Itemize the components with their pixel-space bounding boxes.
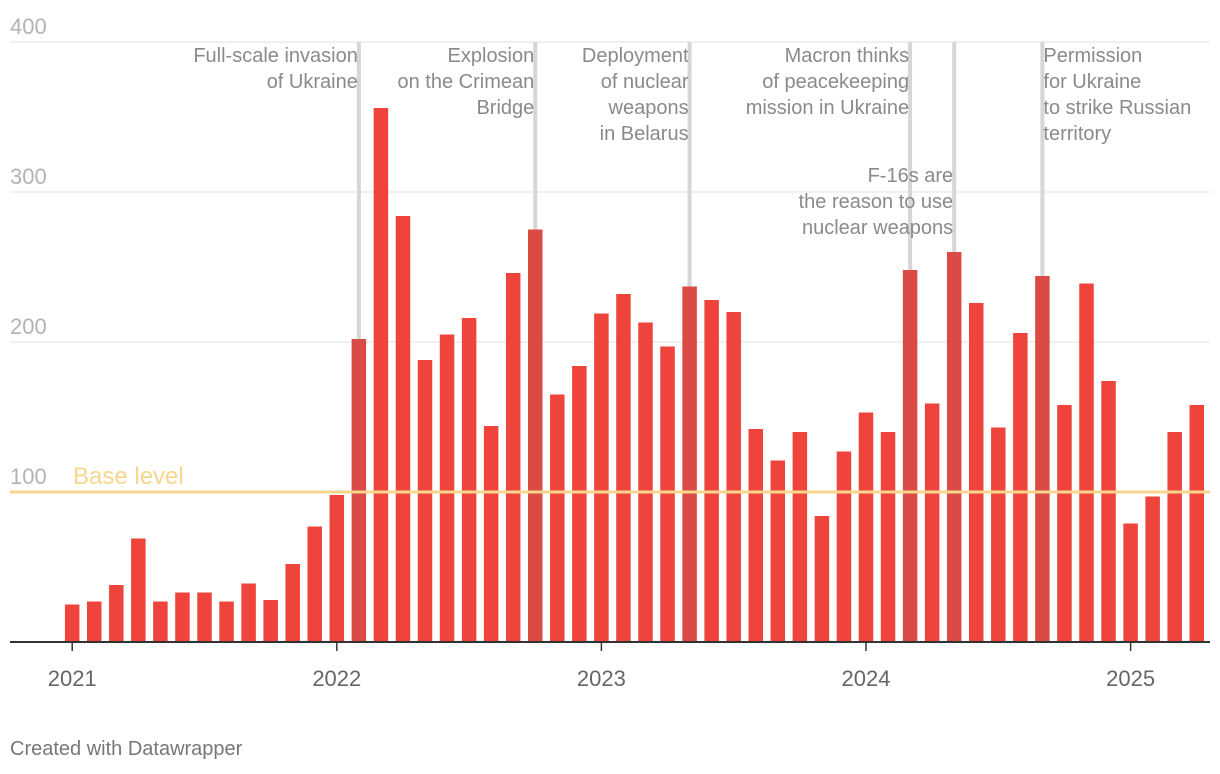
bar [505,273,521,642]
bar [1013,333,1028,642]
bar [1079,283,1094,642]
annotation-text-5: the reason to use [799,191,954,213]
bar [991,427,1006,642]
bar [417,360,433,642]
bar [682,286,697,642]
bar [858,412,874,642]
bar [638,322,653,642]
bar [880,432,896,642]
bar [109,585,124,642]
annotation-text-2: Bridge [476,97,534,119]
bar [197,592,212,642]
x-tick-label-2023: 2023 [577,666,626,691]
gridlines: 100 200 300 400 [10,14,1210,493]
bar [219,601,234,642]
bar [64,604,80,642]
bar [87,601,102,642]
annotation-text-6: to strike Russian [1043,97,1191,119]
bars [64,108,1204,642]
bar [969,303,984,642]
bar [263,600,278,642]
bar [616,294,631,642]
bar [572,366,587,642]
bar [748,429,763,642]
y-tick-label-400: 400 [10,14,47,39]
annotation-text-5: nuclear weapons [802,217,953,239]
bar [483,426,499,642]
bar [792,432,808,642]
bar [726,312,741,642]
bar [924,403,940,642]
annotation-text-6: for Ukraine [1043,71,1141,93]
x-tick-label-2025: 2025 [1106,666,1155,691]
bar [285,564,300,642]
annotation-text-3: in Belarus [600,123,689,145]
bar [770,460,786,642]
annotation-text-1: of Ukraine [267,71,358,93]
credit-footer: Created with Datawrapper [10,738,243,760]
x-tick-label-2024: 2024 [842,666,891,691]
bar [946,252,962,642]
annotation-text-4: Macron thinks [785,45,910,67]
bar [307,526,322,642]
bar [704,300,719,642]
base-level: Base level [10,463,1210,494]
bar [1189,405,1204,642]
annotation-text-2: on the Crimean [398,71,535,93]
bar [461,318,477,642]
bar [1035,276,1050,642]
bar [814,516,830,642]
bar [1145,496,1160,642]
bar [902,270,918,642]
bar [1123,523,1138,642]
annotation-text-4: of peacekeeping [762,71,909,93]
bar [1167,432,1182,642]
annotation-text-5: F-16s are [868,165,954,187]
annotation-text-4: mission in Ukraine [746,97,909,119]
bar [1101,381,1116,642]
annotation-text-3: weapons [608,97,689,119]
base-level-label: Base level [73,463,184,490]
bar [131,538,146,642]
bar [153,601,168,642]
bar [373,108,389,642]
bar [1057,405,1072,642]
annotation-text-3: of nuclear [601,71,689,93]
x-tick-label-2022: 2022 [312,666,361,691]
y-tick-label-200: 200 [10,314,47,339]
bar [550,394,565,642]
annotation-text-3: Deployment [582,45,689,67]
bar [836,451,852,642]
bar [329,495,345,642]
bar [241,583,256,642]
y-tick-label-100: 100 [10,464,47,489]
bar [439,334,455,642]
annotation-text-6: Permission [1043,45,1142,67]
y-tick-label-300: 300 [10,164,47,189]
bar [175,592,190,642]
x-axis: 2021 2022 2023 2024 2025 [10,641,1210,691]
annotation-text-6: territory [1043,123,1111,145]
bar [395,216,411,642]
annotation-text-1: Full-scale invasion [193,45,358,67]
bar [528,229,543,642]
annotation-labels: Full-scale invasion of Ukraine Explosion on… [193,45,1191,239]
bar [660,346,675,642]
bar [594,313,609,642]
x-tick-label-2021: 2021 [48,666,97,691]
annotation-text-2: Explosion [448,45,535,67]
